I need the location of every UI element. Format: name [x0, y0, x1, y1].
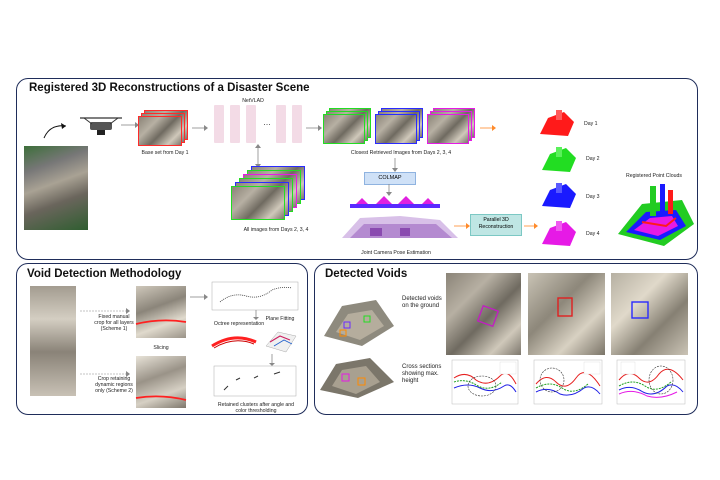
- retained-plot: [213, 365, 297, 397]
- arrow-icon: [80, 308, 130, 314]
- netvlad-layer: [214, 105, 224, 143]
- reconstruction-panel-title: Registered 3D Reconstructions of a Disas…: [29, 82, 310, 94]
- scheme2-slice: [136, 356, 186, 408]
- arrow-icon: [190, 294, 208, 300]
- plane-plot: [265, 331, 297, 353]
- arrow-icon: [121, 122, 139, 128]
- ground-photo-1: [446, 273, 521, 355]
- ground-photo-3: [611, 273, 688, 355]
- arrow-icon: [524, 223, 538, 229]
- day4-label: Day 4: [586, 231, 600, 237]
- detected-title: Detected Voids: [325, 268, 408, 280]
- arrow-icon: [480, 125, 496, 131]
- joint-pose-label: Joint Camera Pose Estimation: [361, 250, 431, 256]
- registered-label: Registered Point Clouds: [626, 173, 682, 179]
- plane-label: Plane Fitting: [265, 316, 295, 322]
- ground-photo-2: [528, 273, 605, 355]
- slice-line: [135, 319, 187, 325]
- day1-label: Day 1: [584, 121, 598, 127]
- arrow-down-icon: [269, 354, 275, 366]
- day1-cloud: [540, 110, 574, 136]
- arrow-icon: [306, 125, 322, 131]
- day2-label: Day 2: [586, 156, 600, 162]
- arrow-down-icon: [253, 310, 259, 320]
- arrow-icon: [454, 223, 470, 229]
- arrow-icon: [80, 371, 130, 377]
- all-images-label: All images from Days 2, 3, 4: [243, 227, 309, 233]
- netvlad-layer: [246, 105, 256, 143]
- retrieved-stack-green: [323, 108, 371, 144]
- building-photo: [24, 146, 88, 230]
- cross-section-plot-3: [616, 359, 686, 405]
- closest-label: Closest Retrieved Images from Days 2, 3,…: [350, 150, 452, 156]
- netvlad-layer: [276, 105, 286, 143]
- void-method-title: Void Detection Methodology: [27, 268, 182, 280]
- void-marker: [631, 301, 649, 319]
- base-set-stack: [138, 110, 188, 146]
- slice-line: [135, 395, 187, 401]
- arrow-down-icon: [392, 158, 398, 172]
- cross-section-plot-2: [533, 359, 603, 405]
- void-marker: [476, 304, 500, 328]
- colmap-box: COLMAP: [364, 172, 416, 185]
- octree-label: Octree representation: [213, 321, 265, 327]
- netvlad-layer: [230, 105, 240, 143]
- cross-section-plot-1: [451, 359, 519, 405]
- void-terrain-bottom: [320, 358, 394, 398]
- retrieved-stack-magenta: [427, 108, 475, 144]
- scheme2-label: Crop retaining dynamic regions only (Sch…: [95, 376, 133, 395]
- arrow-updown-icon: [255, 144, 261, 168]
- site-top-photo: [30, 286, 76, 396]
- octree-plot: [211, 336, 257, 349]
- day4-cloud: [542, 221, 576, 246]
- day3-cloud: [542, 183, 576, 208]
- void-terrain-top: [324, 300, 394, 346]
- registered-cloud: [618, 184, 694, 246]
- retained-label: Retained clusters after angle and color …: [217, 402, 295, 415]
- slicing-label: Slicing: [153, 345, 169, 351]
- base-set-label: Base set from Day 1: [141, 150, 189, 156]
- all-images-stack: [229, 166, 309, 220]
- day3-label: Day 3: [586, 194, 600, 200]
- void-marker: [557, 297, 573, 317]
- cross-label: Cross sections showing max. height: [402, 364, 442, 385]
- arrow-icon: [192, 125, 208, 131]
- scheme1-label: Fixed manual crop for all layers (Scheme…: [94, 314, 134, 333]
- netvlad-layer: [292, 105, 302, 143]
- retrieved-stack-blue: [375, 108, 423, 144]
- ground-label: Detected voids on the ground: [402, 296, 442, 310]
- netvlad-ellipsis: …: [263, 118, 271, 127]
- slice-plot: [211, 281, 299, 311]
- drone-icon: [43, 117, 122, 139]
- arrow-down-icon: [386, 184, 392, 196]
- netvlad-label: NetVLAD: [242, 98, 264, 104]
- day2-cloud: [542, 147, 576, 172]
- scheme1-slice: [136, 286, 186, 338]
- joint-pose-cloud: [342, 196, 458, 238]
- parallel-recon-box: Parallel 3D Reconstruction: [470, 214, 522, 236]
